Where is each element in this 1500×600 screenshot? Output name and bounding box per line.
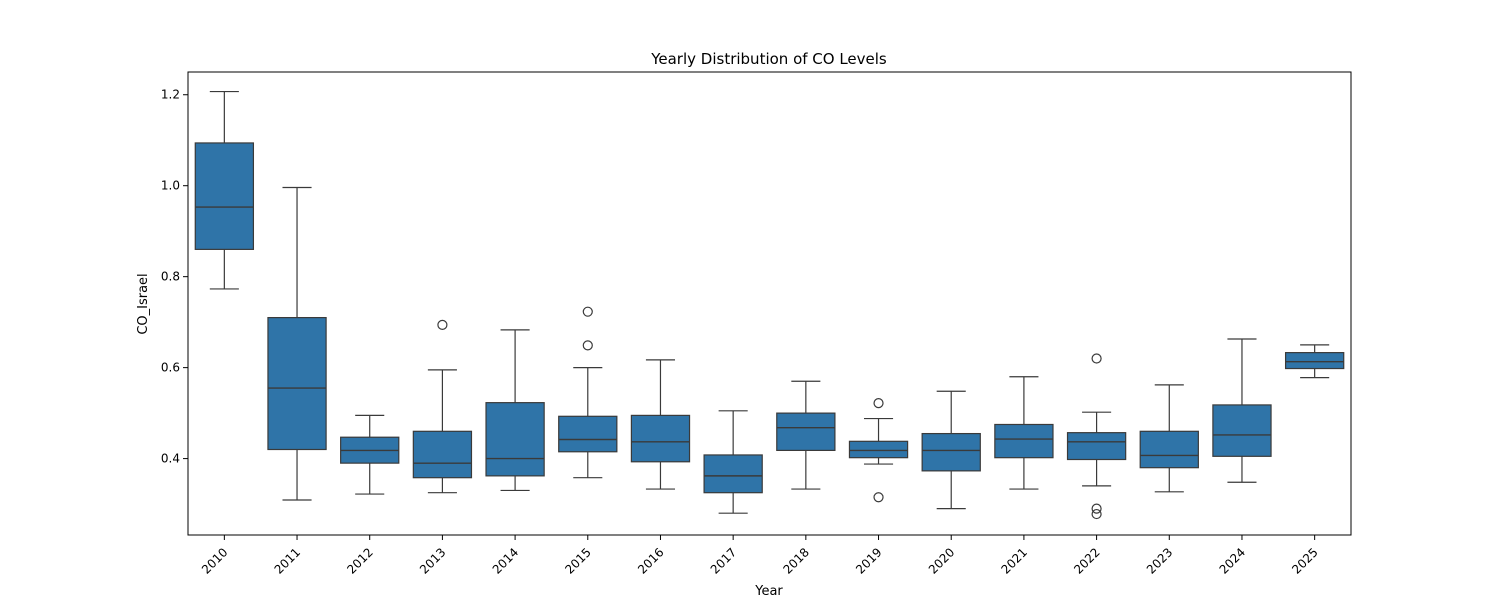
box-2018 xyxy=(776,380,836,490)
x-tick-label: 2015 xyxy=(562,545,593,576)
box-2017 xyxy=(703,410,763,514)
box-2015 xyxy=(558,306,618,479)
plot-area xyxy=(194,90,1345,520)
x-tick-label: 2011 xyxy=(272,545,303,576)
box-2022 xyxy=(1066,353,1127,520)
x-tick-label: 2024 xyxy=(1217,545,1248,576)
box-2020 xyxy=(921,390,981,510)
y-tick-label: 0.6 xyxy=(161,361,180,375)
iqr-box xyxy=(1212,404,1272,457)
iqr-box xyxy=(267,316,327,451)
x-tick-label: 2025 xyxy=(1289,545,1320,576)
x-tick-label: 2012 xyxy=(344,545,375,576)
iqr-box xyxy=(994,423,1054,459)
box-2011 xyxy=(267,186,327,501)
iqr-box xyxy=(558,415,618,453)
outlier-point xyxy=(873,492,884,503)
y-tick-label: 1.0 xyxy=(161,179,180,193)
x-axis: 2010 2011 2012 2013 2014 2015 2016 2017 2018 2019… xyxy=(199,535,1321,577)
chart-title: Yearly Distribution of CO Levels xyxy=(650,50,887,68)
iqr-box xyxy=(848,440,909,459)
y-axis: 0.4 0.6 0.8 1.0 1.2 xyxy=(161,88,188,466)
iqr-box xyxy=(776,412,836,452)
x-tick-label: 2018 xyxy=(780,545,811,576)
x-tick-label: 2023 xyxy=(1144,545,1175,576)
box-2012 xyxy=(340,414,400,495)
x-tick-label: 2016 xyxy=(635,545,666,576)
box-2025 xyxy=(1284,344,1345,379)
x-axis-label: Year xyxy=(754,584,783,599)
iqr-box xyxy=(412,430,473,479)
x-tick-label: 2013 xyxy=(417,545,448,576)
outlier-point xyxy=(1091,508,1102,520)
iqr-box xyxy=(1284,352,1345,370)
outlier-point xyxy=(873,398,884,409)
y-tick-label: 0.8 xyxy=(161,270,180,284)
x-tick-label: 2020 xyxy=(926,545,957,576)
iqr-box xyxy=(630,414,691,463)
box-2023 xyxy=(1139,384,1199,493)
y-tick-label: 0.4 xyxy=(161,452,180,466)
box-2024 xyxy=(1212,338,1272,483)
outlier-point xyxy=(1091,353,1102,364)
iqr-box xyxy=(1139,430,1199,469)
x-tick-label: 2017 xyxy=(708,545,739,576)
x-tick-label: 2010 xyxy=(199,545,230,576)
outlier-point xyxy=(582,306,593,317)
y-axis-label: CO_Israel xyxy=(136,273,151,334)
x-tick-label: 2022 xyxy=(1071,545,1102,576)
x-tick-label: 2019 xyxy=(853,545,884,576)
box-2010 xyxy=(194,90,255,290)
box-2019 xyxy=(848,398,909,503)
box-2014 xyxy=(485,329,545,492)
outlier-point xyxy=(437,319,448,330)
box-2021 xyxy=(994,376,1054,490)
iqr-box xyxy=(921,432,981,472)
iqr-box xyxy=(703,454,763,494)
iqr-box xyxy=(1066,432,1127,461)
outlier-point xyxy=(582,340,593,351)
y-tick-label: 1.2 xyxy=(161,88,180,102)
box-2016 xyxy=(630,359,691,490)
plot-frame xyxy=(187,71,1352,536)
iqr-box xyxy=(485,402,545,477)
x-tick-label: 2021 xyxy=(999,545,1030,576)
iqr-box xyxy=(194,142,255,250)
outlier-point xyxy=(1091,503,1102,514)
box-2013 xyxy=(412,319,473,494)
x-tick-label: 2014 xyxy=(490,545,521,576)
